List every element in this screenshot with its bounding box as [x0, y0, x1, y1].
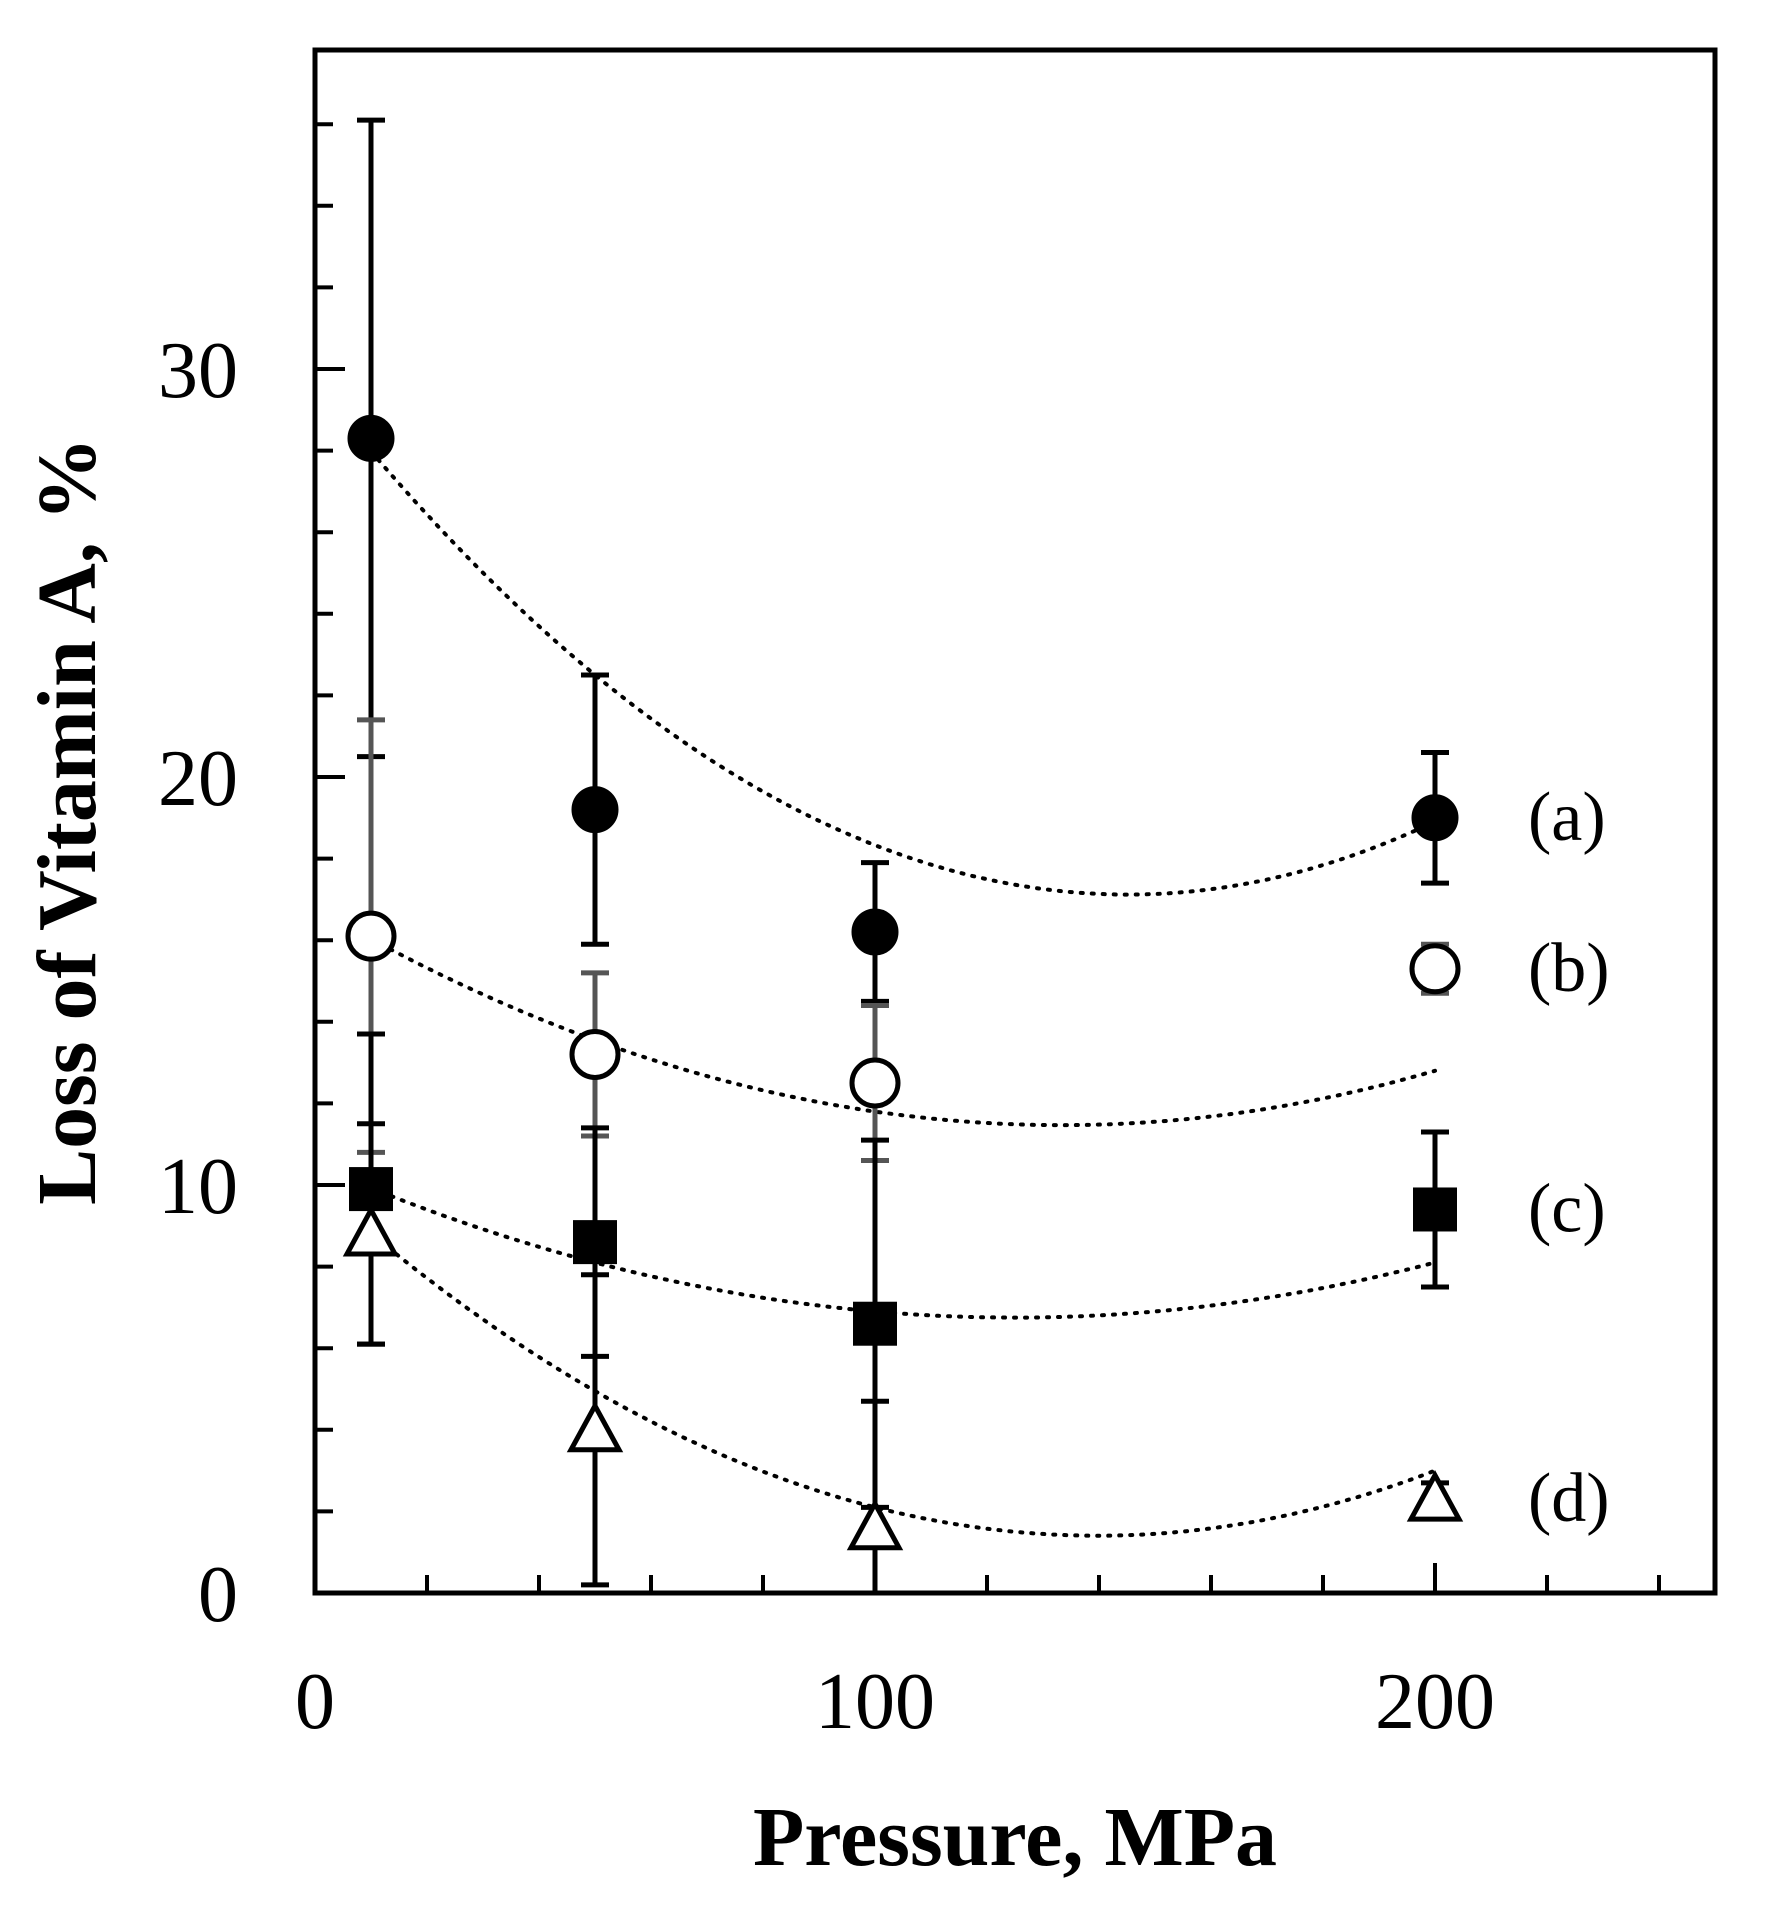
series-label: (a)	[1528, 779, 1606, 856]
data-point	[849, 1057, 901, 1109]
x-tick-label: 200	[1375, 1658, 1495, 1746]
data-point	[853, 1301, 897, 1346]
data-point	[1411, 794, 1459, 842]
y-axis-title: Loss of Vitamin A, %	[21, 437, 114, 1205]
data-point	[846, 1498, 904, 1551]
data-point	[1406, 1469, 1464, 1522]
x-axis-title: Pressure, MPa	[753, 1791, 1277, 1884]
fit-curve	[369, 1231, 1437, 1538]
axis-ticks	[315, 122, 1661, 1593]
data-point	[569, 1028, 621, 1080]
y-tick-label: 0	[198, 1551, 238, 1639]
data-point	[1409, 943, 1461, 995]
data-point	[573, 1220, 617, 1265]
series-label: (c)	[1528, 1170, 1606, 1247]
fit-curve	[369, 449, 1437, 897]
series-label: (d)	[1528, 1460, 1610, 1537]
fit-curve	[369, 937, 1437, 1128]
x-tick-labels: 0 100 200	[295, 1658, 1495, 1746]
error-bars	[357, 117, 1449, 1596]
data-point	[342, 1204, 400, 1257]
fit-curve	[369, 1186, 1437, 1320]
data-point	[571, 786, 619, 834]
y-tick-label: 20	[158, 735, 238, 823]
data-point	[1413, 1187, 1457, 1232]
x-tick-label: 0	[295, 1658, 335, 1746]
data-point	[851, 908, 899, 956]
series-labels: (a) (b) (c) (d)	[1528, 779, 1610, 1537]
series-label: (b)	[1528, 930, 1610, 1007]
data-point	[349, 1167, 393, 1212]
y-tick-label: 10	[158, 1143, 238, 1231]
y-tick-labels: 0 10 20 30	[158, 327, 238, 1639]
plot-frame	[312, 47, 1718, 1596]
data-point	[566, 1400, 624, 1453]
data-point	[347, 414, 395, 462]
x-tick-label: 100	[815, 1658, 935, 1746]
data-point	[345, 910, 397, 962]
fit-curves	[369, 449, 1437, 1538]
data-markers	[342, 414, 1464, 1551]
y-tick-label: 30	[158, 327, 238, 415]
